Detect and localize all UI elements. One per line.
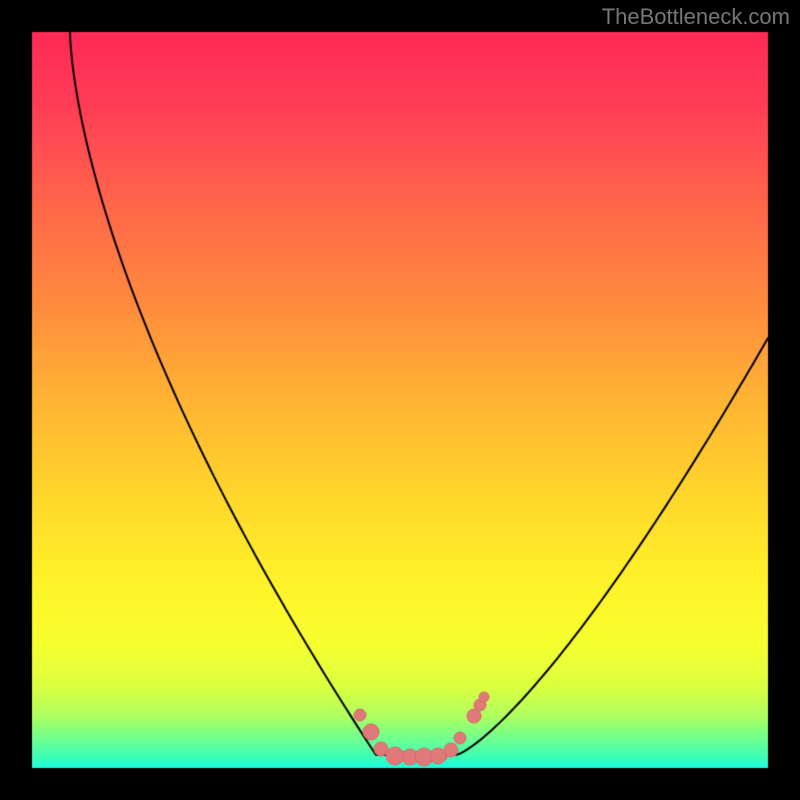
bottleneck-v-curve-chart: [0, 0, 800, 800]
chart-container: TheBottleneck.com: [0, 0, 800, 800]
watermark-label: TheBottleneck.com: [602, 4, 790, 30]
